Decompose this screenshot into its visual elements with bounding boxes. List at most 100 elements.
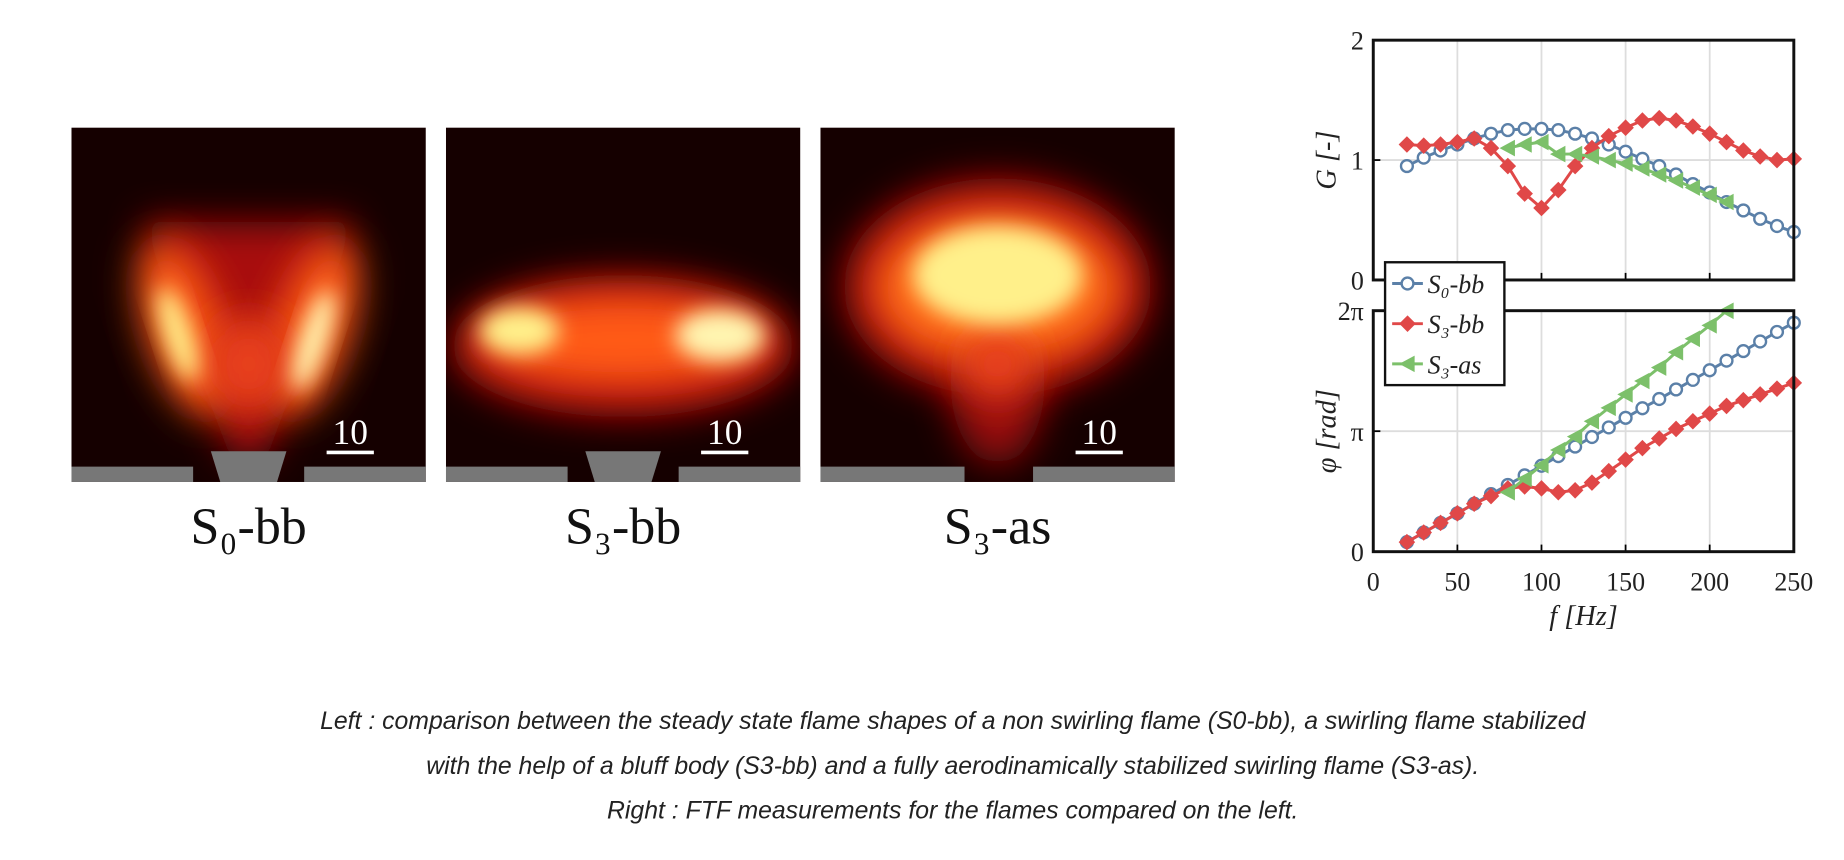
data-point — [1650, 359, 1667, 376]
flame-glow — [207, 316, 290, 412]
data-point — [1550, 145, 1566, 163]
data-point — [1768, 151, 1786, 169]
data-point — [1684, 330, 1700, 348]
data-point — [1753, 334, 1768, 349]
bluff-body — [210, 451, 287, 482]
data-point — [1718, 397, 1735, 415]
data-point — [1684, 118, 1702, 135]
scale-label: 10 — [333, 412, 368, 452]
data-point — [1650, 166, 1667, 183]
data-point — [1566, 482, 1584, 499]
data-point — [1550, 441, 1566, 459]
data-point — [1735, 391, 1752, 409]
flame-glow — [962, 328, 1034, 400]
data-point — [1600, 127, 1618, 145]
legend-marker — [1399, 355, 1415, 373]
burner-plate — [678, 466, 801, 482]
data-point — [1617, 386, 1633, 403]
data-point — [1751, 386, 1769, 403]
caption-line: with the help of a bluff body (S3-bb) an… — [426, 753, 1479, 780]
data-point — [1583, 413, 1600, 430]
data-point — [1601, 420, 1616, 435]
data-point — [1668, 382, 1684, 397]
data-point — [1566, 145, 1583, 163]
x-tick-label: 100 — [1522, 568, 1561, 597]
x-tick-label: 0 — [1367, 568, 1380, 597]
panel-label: S₃-as — [944, 498, 1052, 555]
y-tick-label: 2 — [1351, 27, 1364, 56]
y-tick-label: 2π — [1338, 297, 1364, 326]
scale-label: 10 — [707, 412, 742, 452]
burner-plate — [71, 466, 194, 482]
legend-label: S₀-bb — [1428, 270, 1485, 299]
scale-label: 10 — [1081, 412, 1116, 452]
y-axis-label: φ [rad] — [1311, 389, 1342, 473]
data-point — [1533, 133, 1549, 151]
data-point — [1398, 136, 1416, 153]
data-point — [1600, 151, 1616, 169]
y-tick-label: 1 — [1351, 147, 1364, 176]
legend-marker — [1399, 315, 1416, 332]
data-point — [1583, 148, 1600, 165]
data-point — [1584, 429, 1600, 445]
flame-glow — [479, 307, 560, 355]
x-tick-label: 150 — [1606, 568, 1645, 597]
plot-frame — [1371, 309, 1796, 554]
data-point — [1482, 487, 1500, 505]
legend-marker — [1400, 276, 1415, 291]
data-point — [1634, 160, 1650, 177]
data-point — [1684, 413, 1702, 430]
data-point — [1736, 343, 1751, 359]
flame-glow — [912, 225, 1083, 325]
data-point — [1751, 148, 1769, 165]
data-point — [1399, 158, 1414, 174]
y-tick-label: 0 — [1351, 266, 1364, 295]
data-point — [1685, 372, 1700, 387]
flame-glow — [292, 289, 335, 391]
caption-line: Right : FTF measurements for the flames … — [607, 798, 1298, 825]
data-point — [1652, 391, 1667, 407]
data-point — [1667, 420, 1685, 438]
data-point — [1551, 123, 1566, 138]
data-point — [1483, 126, 1499, 141]
burner-plate — [445, 466, 568, 482]
x-axis-label: f [Hz] — [1549, 601, 1618, 632]
data-point — [1736, 203, 1751, 218]
legend-label: S₃-as — [1428, 350, 1482, 379]
data-point — [1617, 119, 1634, 136]
data-point — [1701, 125, 1718, 142]
y-tick-label: 0 — [1351, 538, 1364, 567]
data-point — [1499, 139, 1515, 157]
data-point — [1534, 121, 1549, 136]
data-point — [1465, 130, 1483, 147]
data-point — [1719, 353, 1734, 368]
data-point — [1718, 193, 1734, 211]
data-point — [1516, 185, 1533, 202]
x-tick-label: 200 — [1690, 568, 1729, 597]
burner-plate — [304, 466, 426, 482]
data-point — [1550, 483, 1567, 501]
data-point — [1550, 181, 1567, 199]
bluff-body — [585, 451, 661, 482]
data-point — [1516, 136, 1532, 153]
data-point — [1583, 139, 1601, 157]
data-point — [1701, 186, 1717, 204]
data-point — [1482, 139, 1500, 157]
data-point — [1566, 428, 1583, 445]
burner-plate — [1033, 466, 1175, 482]
plot-frame — [1371, 38, 1796, 282]
data-point — [1667, 172, 1684, 189]
data-point — [1701, 317, 1717, 334]
data-point — [1667, 112, 1685, 129]
data-point — [1650, 430, 1668, 447]
data-point — [1684, 179, 1700, 196]
data-point — [1634, 439, 1651, 457]
data-point — [1769, 324, 1785, 339]
data-point — [1735, 142, 1752, 159]
data-point — [1499, 483, 1515, 501]
data-point — [1768, 380, 1786, 397]
data-point — [1465, 495, 1483, 513]
